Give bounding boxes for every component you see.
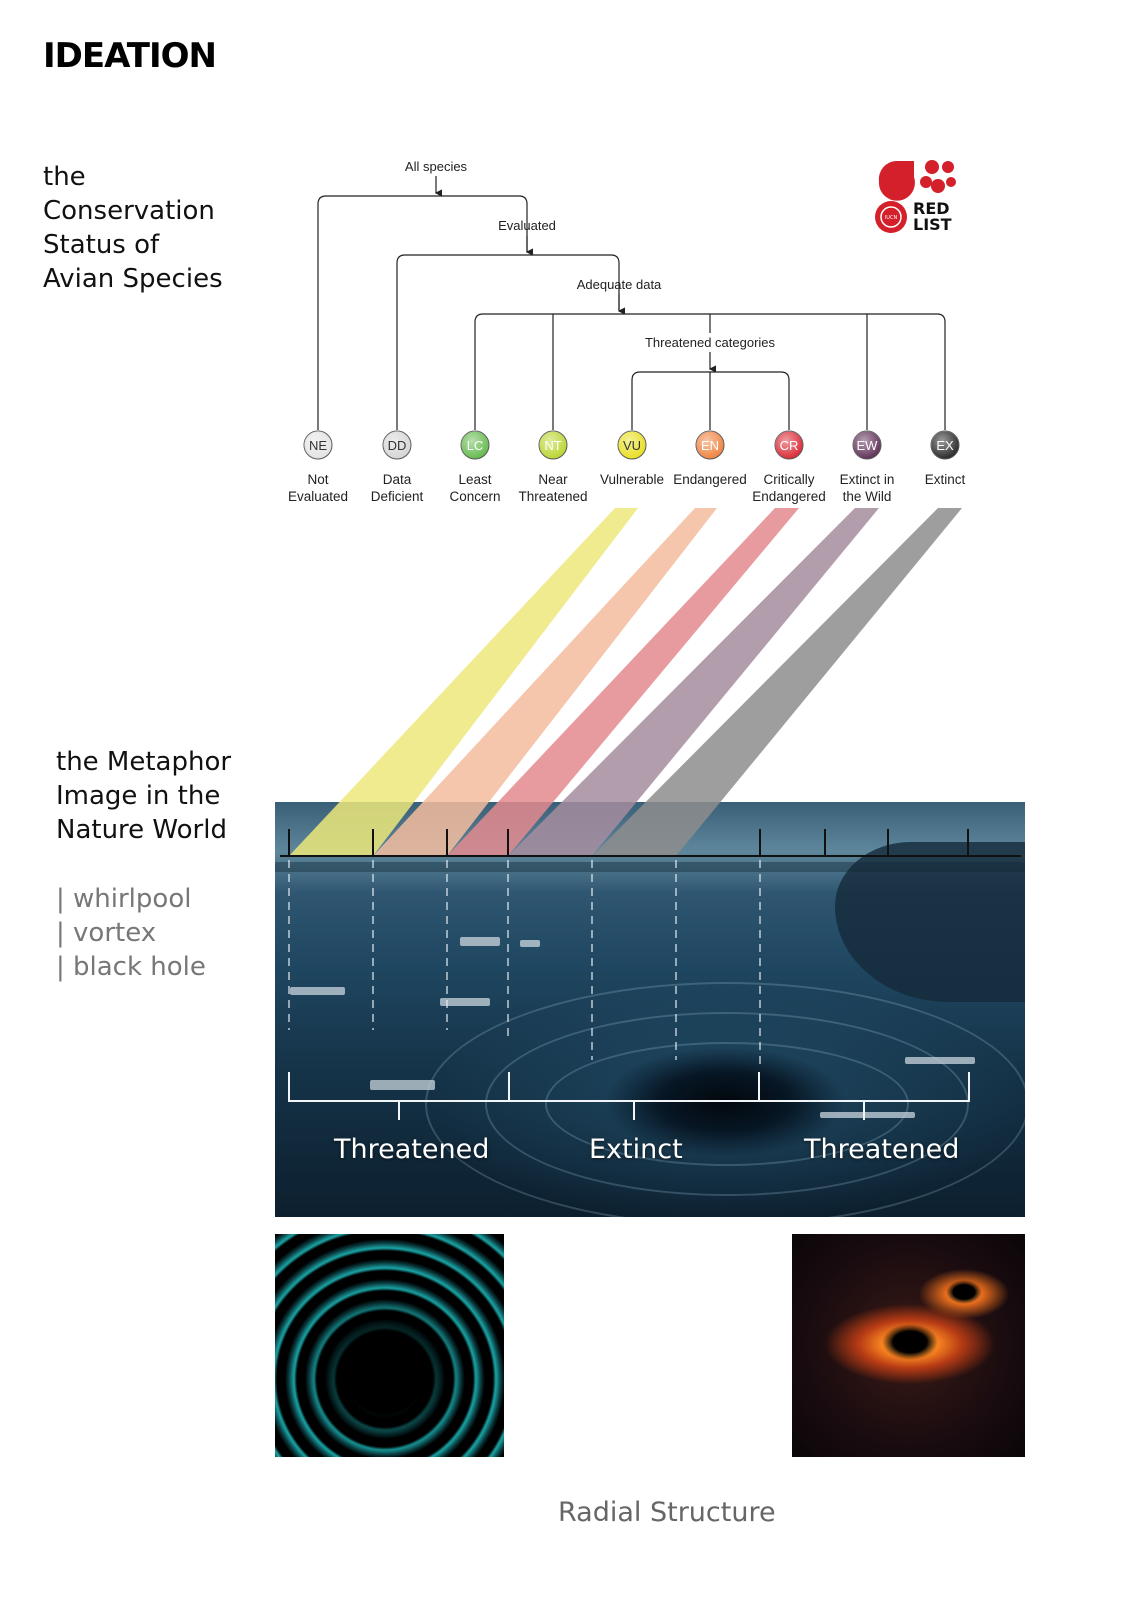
whirlpool-photo: Threatened Extinct Threatened [275,802,1025,1217]
tree-label-all-species: All species [405,159,468,174]
category-code: NE [309,438,327,453]
logo-paw-dot [925,160,939,174]
category-label: Not [307,472,328,487]
category-label: Deficient [371,489,424,504]
ship [370,1080,435,1090]
tree-label-evaluated: Evaluated [498,218,556,233]
category-code: DD [388,438,407,453]
category-label: Evaluated [288,489,348,504]
category-label: Threatened [518,489,587,504]
logo-text-list: LIST [913,215,952,234]
category-label: Endangered [673,472,747,487]
ship [820,1112,915,1118]
heading-line: Status of [43,230,160,260]
category-label: Extinct [925,472,966,487]
logo-badge-ring [880,206,902,228]
footer-caption: Radial Structure [558,1497,776,1528]
category-node-shine [696,431,724,459]
logo-badge [875,201,907,233]
whirlpool-ripple [545,1042,909,1166]
category-label: Vulnerable [600,472,664,487]
category-label: Data [383,472,412,487]
logo-paw-dot [942,161,954,173]
tree-branch [317,195,528,430]
section-heading-conservation: the Conservation Status of Avian Species [43,160,223,296]
far-shore [275,862,1025,872]
heading-line: Avian Species [43,264,223,294]
category-label: Extinct in [840,472,895,487]
category-label: Critically [763,472,814,487]
category-node-shine [461,431,489,459]
category-node-shine [931,431,959,459]
whirlpool-ripple [485,1012,969,1196]
scale-label-threatened-right: Threatened [804,1134,960,1165]
category-node-shine [539,431,567,459]
tree-branch [396,254,620,430]
category-node-shine [775,431,803,459]
ship [520,940,540,947]
logo-badge-text: IUCN [885,215,898,221]
category-label: Least [458,472,491,487]
logo-paw-dot [920,176,932,188]
category-node-shine [304,431,332,459]
category-code: NT [544,438,561,453]
heading-line: Conservation [43,196,215,226]
scale-label-extinct: Extinct [589,1134,683,1165]
ship [440,998,490,1006]
vortex-core [345,1334,425,1414]
heading-line: the Metaphor [56,747,232,777]
category-node-shine [383,431,411,459]
metaphor-keyword-list: | whirlpool | vortex | black hole [56,882,206,984]
category-node-shine [853,431,881,459]
category-node-shine [618,431,646,459]
ship [290,987,345,995]
category-code: EN [701,438,719,453]
keyword-item: | whirlpool [56,884,192,914]
keyword-item: | vortex [56,918,157,948]
tree-lines [317,176,946,430]
heading-line: Image in the [56,781,221,811]
tree-label-adequate-data: Adequate data [577,277,662,292]
category-label: Concern [449,489,500,504]
logo-text-red: RED [913,199,950,218]
page-title: IDEATION [43,36,217,76]
heading-line: Nature World [56,815,227,845]
category-code: EX [936,438,954,453]
category-code: EW [857,438,879,453]
heading-line: the [43,162,86,192]
category-code: VU [623,438,641,453]
category-code: CR [780,438,799,453]
conservation-status-tree: All species Evaluated Adequate data Thre… [288,159,966,504]
logo-paw-dot [946,177,956,187]
vortex-photo [275,1234,504,1457]
logo-paw-dot [931,179,945,193]
right-shore [835,842,1025,1002]
iucn-red-list-logo: IUCN RED LIST [875,160,956,234]
tree-label-threatened-categories: Threatened categories [645,335,776,350]
ship [905,1057,975,1064]
category-nodes: NE Not Evaluated DD Data Deficient LC Least Conc… [288,430,966,504]
category-label: the Wild [843,489,892,504]
logo-drop-shape [878,161,915,201]
category-code: LC [467,438,484,453]
ship [460,937,500,946]
keyword-item: | black hole [56,952,206,982]
section-heading-metaphor: the Metaphor Image in the Nature World [56,745,231,847]
scale-label-threatened-left: Threatened [334,1134,490,1165]
category-label: Endangered [752,489,826,504]
category-label: Near [538,472,568,487]
black-hole-photo [792,1234,1025,1457]
